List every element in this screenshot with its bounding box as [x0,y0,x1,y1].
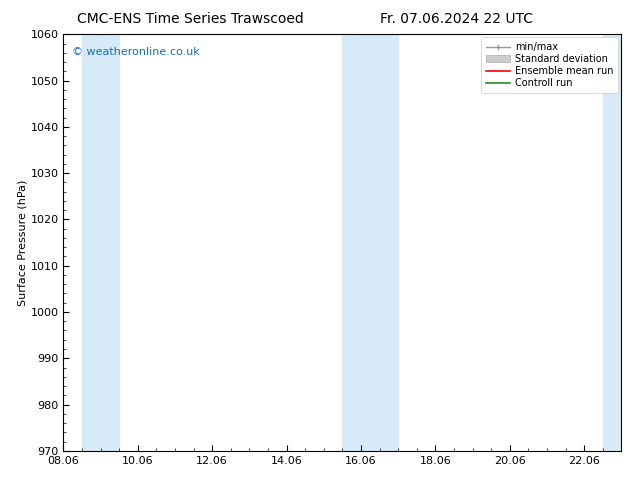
Bar [342,34,398,451]
Y-axis label: Surface Pressure (hPa): Surface Pressure (hPa) [18,179,28,306]
Bar [82,34,119,451]
Text: Fr. 07.06.2024 22 UTC: Fr. 07.06.2024 22 UTC [380,12,533,26]
Legend: min/max, Standard deviation, Ensemble mean run, Controll run: min/max, Standard deviation, Ensemble me… [481,37,618,93]
Text: CMC-ENS Time Series Trawscoed: CMC-ENS Time Series Trawscoed [77,12,304,26]
Text: © weatheronline.co.uk: © weatheronline.co.uk [72,47,200,57]
Bar [603,34,634,451]
